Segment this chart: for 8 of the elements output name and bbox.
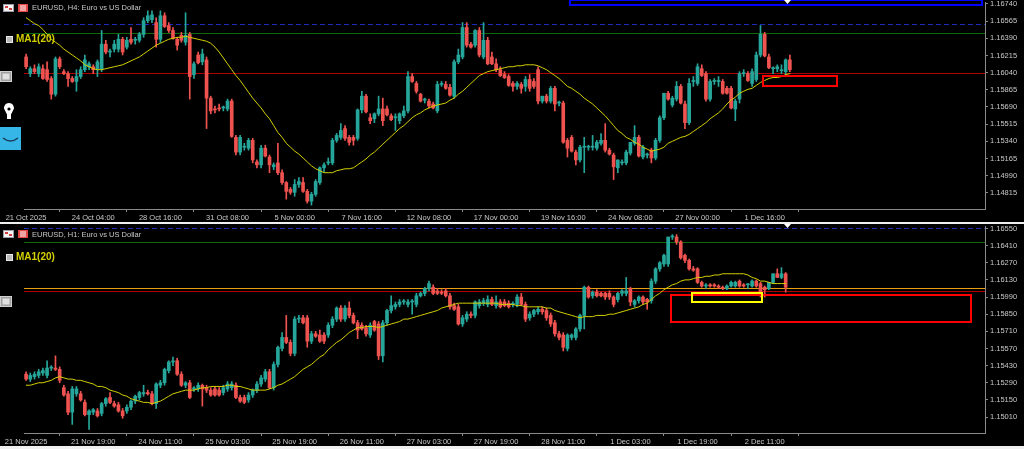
candlestick xyxy=(87,409,91,430)
candlestick xyxy=(624,277,629,297)
candlestick xyxy=(129,27,133,45)
candlestick xyxy=(771,66,775,74)
text: MA1(20) xyxy=(16,250,55,262)
candlestick xyxy=(133,36,138,45)
candlestick xyxy=(582,137,587,174)
candlestick xyxy=(469,311,473,319)
